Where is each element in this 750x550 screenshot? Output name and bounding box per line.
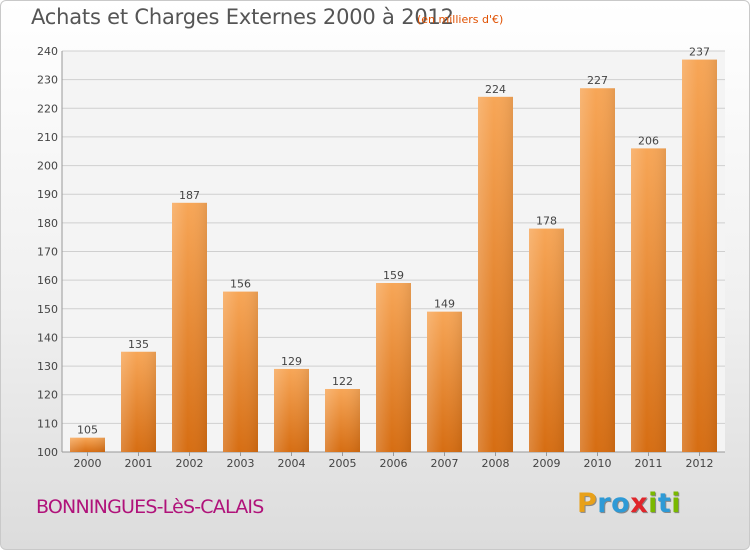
data-label: 187 xyxy=(179,189,200,202)
data-label: 156 xyxy=(230,278,251,291)
x-tick-label: 2005 xyxy=(329,457,357,470)
logo-letter: x xyxy=(630,488,649,519)
logo-letter: t xyxy=(657,488,672,519)
bar-shade xyxy=(70,437,105,452)
logo-letter: P xyxy=(577,488,598,519)
x-tick-label: 2006 xyxy=(380,457,408,470)
y-tick-label: 170 xyxy=(37,246,58,259)
y-tick-label: 110 xyxy=(37,417,58,430)
data-label: 149 xyxy=(434,298,455,311)
y-tick-label: 200 xyxy=(37,160,58,173)
y-tick-label: 240 xyxy=(37,45,58,58)
bar-shade xyxy=(631,148,666,452)
y-tick-label: 140 xyxy=(37,331,58,344)
commune-name: BONNINGUES-LèS-CALAIS xyxy=(36,496,264,518)
y-tick-label: 190 xyxy=(37,188,58,201)
y-tick-label: 220 xyxy=(37,102,58,115)
y-tick-label: 160 xyxy=(37,274,58,287)
data-label: 178 xyxy=(536,215,557,228)
x-tick-label: 2000 xyxy=(74,457,102,470)
y-tick-label: 130 xyxy=(37,360,58,373)
bar-shade xyxy=(580,88,615,452)
proxiti-logo[interactable]: Proxiti xyxy=(577,488,681,519)
bar-shade xyxy=(376,283,411,452)
logo-letter: o xyxy=(611,488,631,519)
bar-shade xyxy=(121,351,156,452)
data-label: 129 xyxy=(281,355,302,368)
y-tick-label: 100 xyxy=(37,446,58,459)
chart-title: Achats et Charges Externes 2000 à 2012 xyxy=(31,5,454,29)
bar-shade xyxy=(223,291,258,452)
logo-letter: i xyxy=(648,488,658,519)
data-label: 105 xyxy=(77,424,98,437)
x-tick-label: 2012 xyxy=(686,457,714,470)
y-tick-label: 120 xyxy=(37,389,58,402)
y-tick-label: 210 xyxy=(37,131,58,144)
x-tick-label: 2007 xyxy=(431,457,459,470)
logo-letter: i xyxy=(671,488,682,519)
logo-letter: r xyxy=(597,488,612,519)
data-label: 227 xyxy=(587,74,608,87)
data-label: 224 xyxy=(485,83,506,96)
bar-shade xyxy=(274,368,309,452)
bar-shade xyxy=(427,311,462,452)
x-tick-label: 2008 xyxy=(482,457,510,470)
x-tick-label: 2010 xyxy=(584,457,612,470)
data-label: 206 xyxy=(638,134,659,147)
bar-shade xyxy=(172,202,207,452)
data-label: 159 xyxy=(383,269,404,282)
bar-shade xyxy=(478,96,513,452)
x-tick-label: 2003 xyxy=(227,457,255,470)
x-tick-label: 2004 xyxy=(278,457,306,470)
y-tick-label: 180 xyxy=(37,217,58,230)
bar-shade xyxy=(325,388,360,452)
data-label: 122 xyxy=(332,375,353,388)
bar-shade xyxy=(529,228,564,452)
x-tick-label: 2002 xyxy=(176,457,204,470)
y-tick-label: 150 xyxy=(37,303,58,316)
x-tick-label: 2001 xyxy=(125,457,153,470)
chart-subtitle: (en milliers d'€) xyxy=(417,13,504,26)
bar-shade xyxy=(682,59,717,452)
data-label: 237 xyxy=(689,46,710,59)
data-label: 135 xyxy=(128,338,149,351)
x-tick-label: 2011 xyxy=(635,457,663,470)
y-tick-label: 230 xyxy=(37,74,58,87)
x-tick-label: 2009 xyxy=(533,457,561,470)
